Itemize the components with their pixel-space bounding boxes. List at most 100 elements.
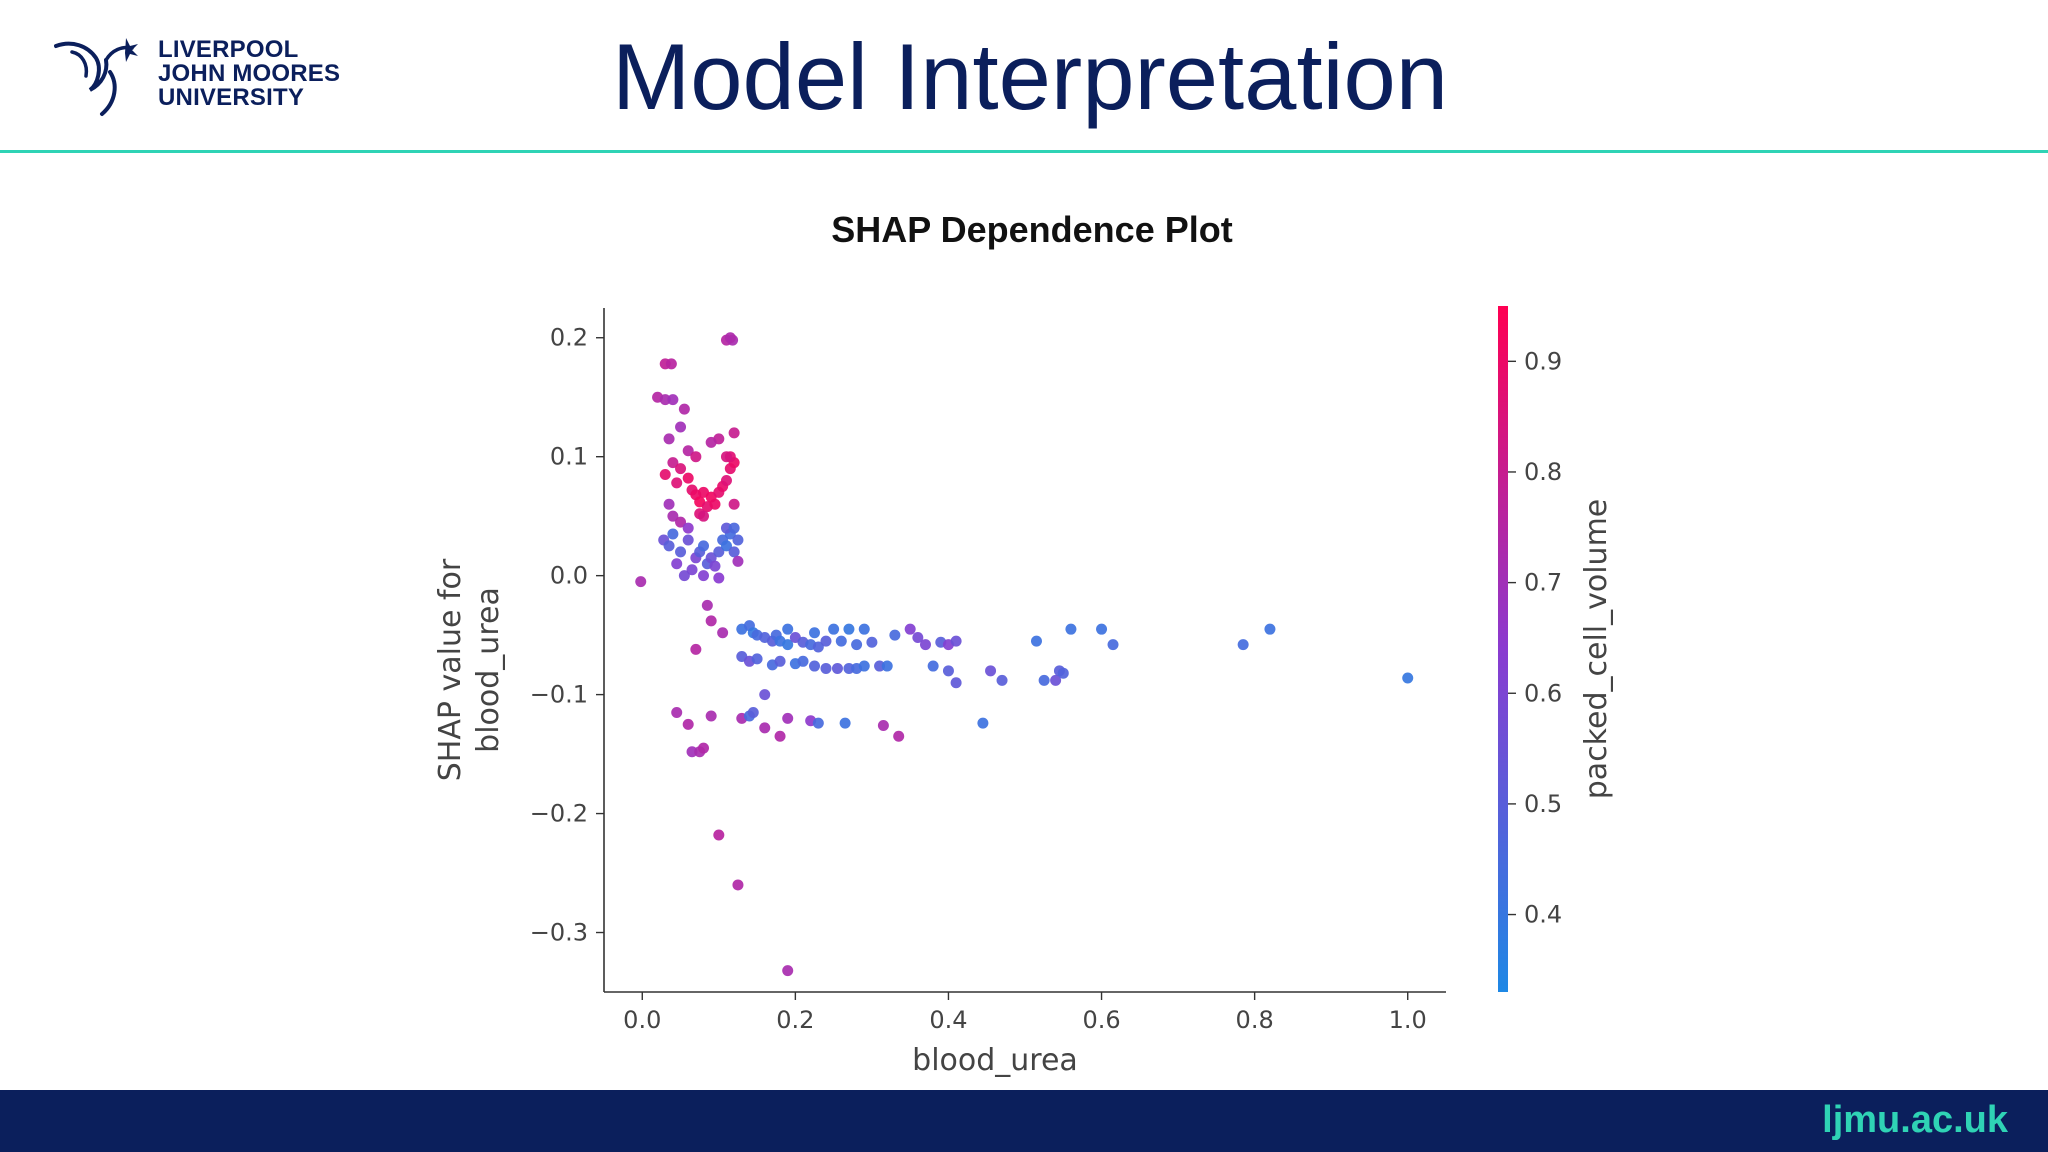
data-point [812, 717, 824, 729]
data-point [1264, 623, 1276, 635]
data-point [717, 627, 729, 639]
y-tick-label: −0.2 [530, 800, 588, 828]
data-point [843, 662, 855, 674]
data-point [705, 552, 717, 564]
logo-wordmark: LIVERPOOL JOHN MOORES UNIVERSITY [158, 38, 340, 110]
logo-line-1: LIVERPOOL [158, 36, 299, 63]
data-point [701, 599, 713, 611]
slide-title: Model Interpretation [611, 24, 1449, 129]
liver-bird-icon [54, 38, 138, 116]
data-point [665, 358, 677, 370]
data-point [667, 457, 679, 469]
data-point [675, 546, 687, 558]
data-point [667, 510, 679, 522]
data-point [635, 576, 647, 588]
data-point [732, 534, 744, 546]
data-point [682, 522, 694, 534]
x-tick-label: 0.8 [1236, 1006, 1274, 1034]
chart-title: SHAP Dependence Plot [831, 209, 1233, 250]
data-point [774, 655, 786, 667]
data-point [927, 660, 939, 672]
colorbar-tick-label: 0.4 [1524, 901, 1562, 929]
y-axis-label: SHAP value for blood_urea [433, 558, 506, 781]
y-axis-label-line: blood_urea [471, 587, 506, 753]
data-point [831, 662, 843, 674]
data-point [942, 665, 954, 677]
data-point [663, 433, 675, 445]
data-point [782, 623, 794, 635]
data-point [809, 660, 820, 672]
data-point [728, 522, 740, 534]
data-point [950, 635, 962, 647]
x-tick-label: 0.4 [929, 1006, 967, 1034]
data-point [1402, 672, 1414, 684]
data-point [1107, 639, 1119, 651]
x-axis-label: blood_urea [912, 1043, 1078, 1078]
data-point [889, 629, 901, 641]
data-point [728, 498, 740, 510]
data-point [682, 718, 694, 730]
data-point [667, 394, 679, 406]
data-point [675, 516, 687, 528]
data-point [720, 540, 732, 552]
data-point [690, 643, 702, 655]
data-point [678, 403, 690, 415]
data-point [675, 463, 687, 475]
data-point [728, 427, 740, 439]
data-point [874, 660, 886, 672]
data-point [713, 546, 725, 558]
x-tick-label: 0.0 [623, 1006, 661, 1034]
colorbar-label: packed_cell_volume [1579, 499, 1614, 799]
data-point [866, 636, 878, 648]
data-point [919, 639, 931, 651]
data-point [732, 555, 744, 567]
data-point [709, 498, 721, 510]
data-point [858, 660, 870, 672]
logo-line-3: UNIVERSITY [158, 84, 305, 111]
data-point [858, 623, 870, 635]
colorbar: 0.9 0.8 0.7 0.6 0.5 0.4 packed_cell_volume [1498, 306, 1614, 992]
x-tick-label: 1.0 [1389, 1006, 1427, 1034]
data-point [663, 540, 675, 552]
data-point [977, 717, 989, 729]
data-point [912, 632, 924, 644]
data-point [759, 689, 771, 701]
y-tick-label: 0.2 [550, 324, 588, 352]
data-point [705, 710, 717, 722]
y-tick-label: 0.1 [550, 443, 588, 471]
data-point [839, 717, 851, 729]
data-point [698, 570, 710, 582]
data-point [893, 730, 905, 742]
data-point [698, 510, 710, 522]
data-point [1030, 635, 1042, 647]
data-point [713, 572, 725, 584]
data-point [751, 653, 763, 665]
data-point [782, 712, 794, 724]
y-axis-label-line: SHAP value for [433, 558, 468, 781]
data-point [682, 472, 694, 484]
university-logo: LIVERPOOL JOHN MOORES UNIVERSITY [52, 32, 352, 122]
data-point [705, 615, 717, 627]
data-point [820, 662, 832, 674]
data-point [851, 639, 863, 651]
data-point [774, 730, 786, 742]
colorbar-gradient [1498, 306, 1508, 992]
colorbar-tick-label: 0.6 [1524, 679, 1562, 707]
data-point [659, 394, 671, 406]
data-point [705, 436, 717, 448]
data-point [996, 674, 1008, 686]
colorbar-tick-label: 0.9 [1524, 347, 1562, 375]
data-point [732, 879, 744, 891]
data-point [809, 627, 820, 639]
colorbar-tick-label: 0.7 [1524, 569, 1562, 597]
data-point [682, 445, 694, 457]
data-point [686, 564, 698, 576]
data-point [881, 660, 893, 672]
data-point [759, 722, 771, 734]
plot-axes: 0.0 0.2 0.4 0.6 0.8 1.0 0.2 0.1 0.0 −0.1 −0.2 −0.3 b… [433, 308, 1446, 1078]
data-point [671, 558, 683, 570]
data-point [678, 570, 690, 582]
data-point [797, 655, 809, 667]
data-point [675, 421, 687, 433]
data-point [682, 534, 694, 546]
